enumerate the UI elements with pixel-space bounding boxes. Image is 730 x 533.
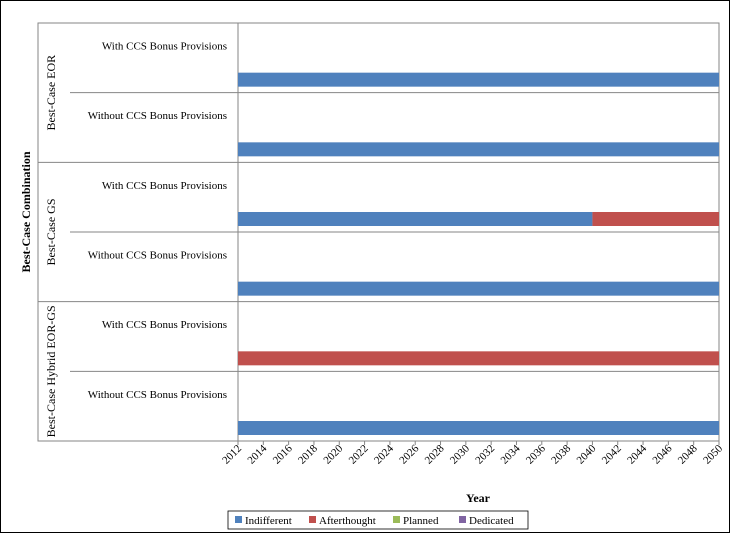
bars <box>238 72 719 435</box>
legend-swatch <box>393 516 400 523</box>
legend-swatch <box>235 516 242 523</box>
group-label: Best-Case Hybrid EOR-GS <box>44 305 58 437</box>
row-label: Without CCS Bonus Provisions <box>88 110 227 122</box>
row-label: With CCS Bonus Provisions <box>102 180 227 192</box>
x-tick-label: 2022 <box>347 443 371 467</box>
x-tick-label: 2046 <box>650 442 674 466</box>
x-tick-label: 2014 <box>245 442 269 466</box>
row-label: With CCS Bonus Provisions <box>102 40 227 52</box>
bar-indifferent <box>238 281 719 296</box>
x-tick-label: 2036 <box>524 442 548 466</box>
bar-indifferent <box>238 72 719 87</box>
x-tick-label: 2044 <box>625 442 649 466</box>
legend-swatch <box>459 516 466 523</box>
x-tick-label: 2048 <box>676 442 700 466</box>
x-tick-label: 2034 <box>499 442 523 466</box>
bar-afterthought <box>592 212 719 226</box>
x-tick-label: 2038 <box>549 442 573 466</box>
x-tick-label: 2024 <box>372 442 396 466</box>
x-axis-label: Year <box>466 491 491 505</box>
x-tick-label: 2042 <box>600 443 624 467</box>
x-axis-ticks: 2012 2014 2016 2018 2020 2022 2024 2026 2028 2030… <box>220 440 725 467</box>
x-tick-label: 2028 <box>423 442 447 466</box>
bar-indifferent <box>238 212 593 226</box>
x-tick-label: 2026 <box>397 442 421 466</box>
legend-label: Dedicated <box>469 515 514 527</box>
bar-afterthought <box>238 351 719 366</box>
group-labels: Best-Case EOR Best-Case GS Best-Case Hybri… <box>44 55 58 437</box>
legend-label: Planned <box>403 515 439 527</box>
legend-label: Indifferent <box>245 515 292 527</box>
x-tick-label: 2050 <box>701 442 725 466</box>
legend-swatch <box>309 516 316 523</box>
x-tick-label: 2032 <box>473 443 497 467</box>
row-label: Without CCS Bonus Provisions <box>88 249 227 261</box>
legend-label: Afterthought <box>319 515 376 527</box>
x-tick-label: 2020 <box>321 442 345 466</box>
bar-indifferent <box>238 142 719 157</box>
group-label: Best-Case EOR <box>44 55 58 131</box>
legend-box <box>227 510 529 530</box>
bar-indifferent <box>238 421 719 435</box>
x-tick-label: 2016 <box>271 442 295 466</box>
row-label: With CCS Bonus Provisions <box>102 319 227 331</box>
legend: Indifferent Afterthought Planned Dedicated <box>235 515 514 527</box>
x-tick-label: 2018 <box>296 442 320 466</box>
y-axis-label: Best-Case Combination <box>19 151 33 272</box>
row-labels: With CCS Bonus Provisions Without CCS Bon… <box>88 40 227 400</box>
group-label: Best-Case GS <box>44 199 58 266</box>
x-tick-label: 2012 <box>220 443 244 467</box>
row-label: Without CCS Bonus Provisions <box>88 389 227 401</box>
x-tick-label: 2030 <box>448 442 472 466</box>
x-tick-label: 2040 <box>575 442 599 466</box>
